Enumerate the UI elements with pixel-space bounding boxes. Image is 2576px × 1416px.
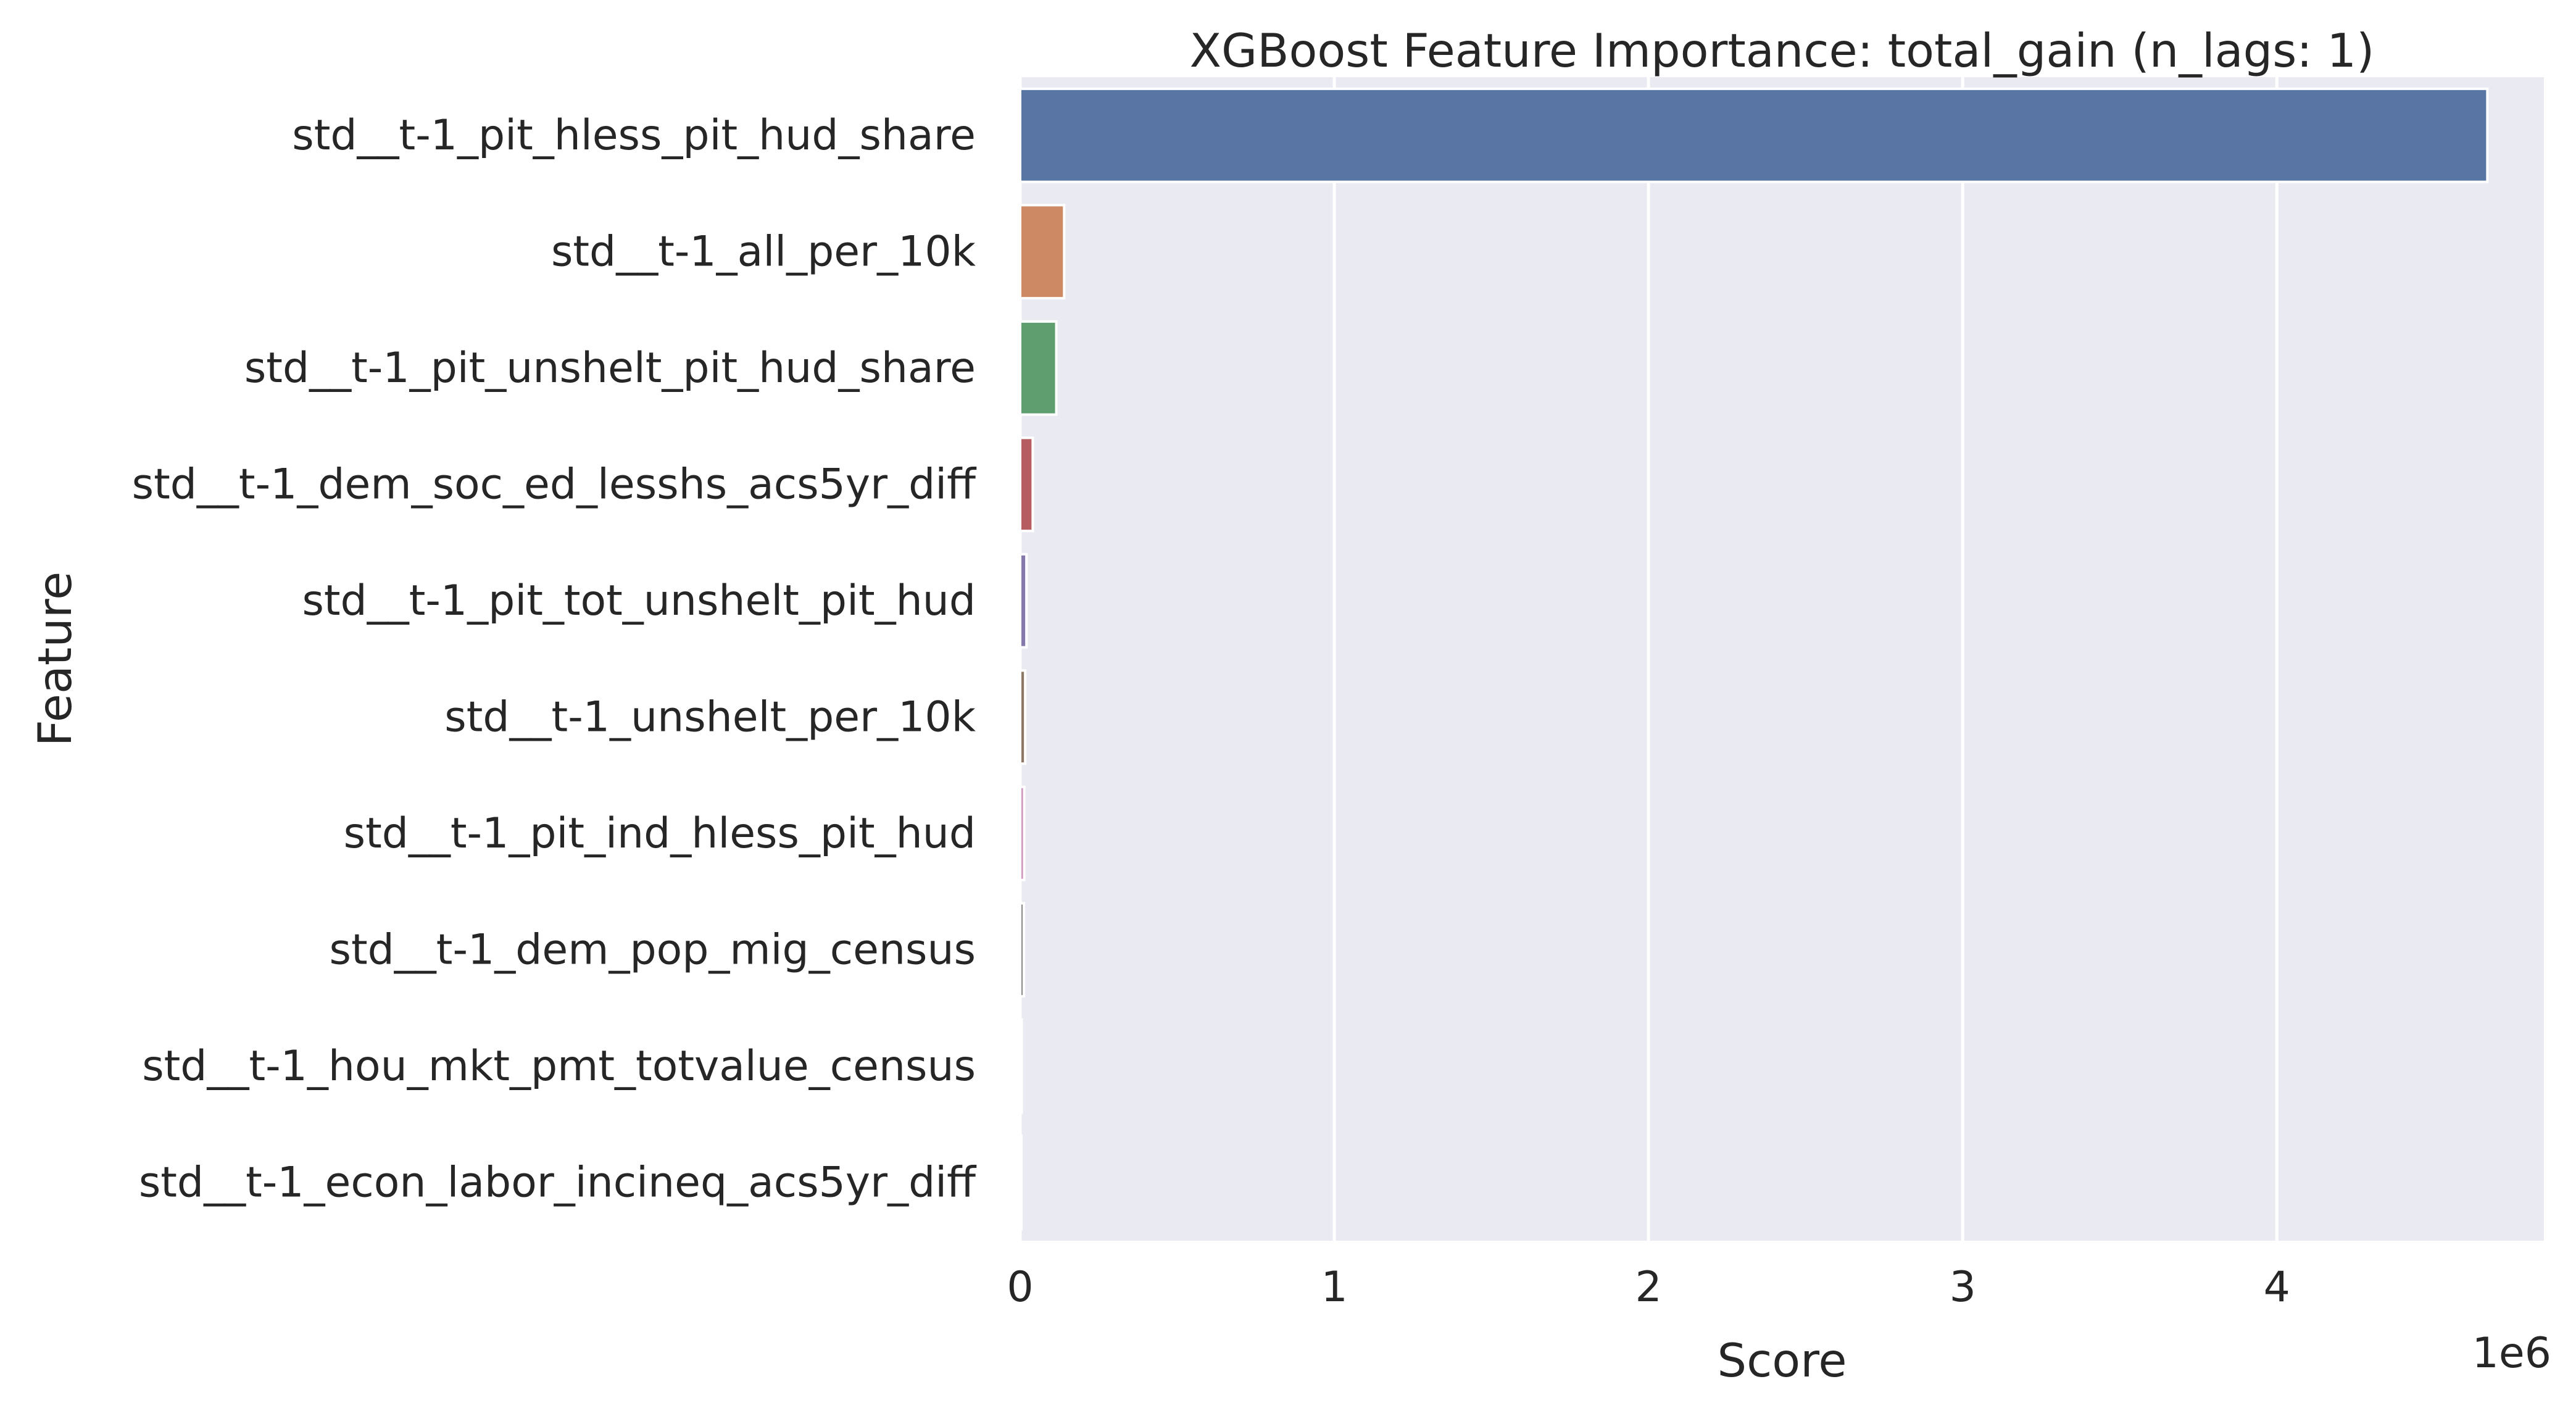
bar (1019, 669, 1027, 765)
plot-area (1020, 77, 2544, 1241)
y-tick-label: std__t-1_hou_mkt_pmt_totvalue_census (142, 1042, 976, 1091)
x-tick-label: 4 (2264, 1263, 2290, 1312)
bar (1019, 320, 1058, 416)
x-axis-label: Score (1717, 1333, 1847, 1388)
y-tick-label: std__t-1_unshelt_per_10k (444, 693, 976, 741)
y-tick-labels: std__t-1_pit_hless_pit_hud_share std__t-1… (132, 111, 977, 1207)
x-tick-label: 2 (1635, 1263, 1662, 1312)
bar (1019, 902, 1026, 998)
y-tick-label: std__t-1_pit_hless_pit_hud_share (292, 111, 976, 160)
x-tick-labels: 0 1 2 3 4 (1007, 1263, 2290, 1312)
x-tick-label: 0 (1007, 1263, 1033, 1312)
y-tick-label: std__t-1_pit_ind_hless_pit_hud (344, 809, 976, 858)
x-tick-label: 3 (1950, 1263, 1976, 1312)
y-tick-label: std__t-1_dem_pop_mig_census (330, 925, 976, 974)
bar (1019, 785, 1026, 881)
y-axis-label: Feature (28, 572, 82, 746)
y-tick-label: std__t-1_all_per_10k (551, 227, 976, 276)
bar (1019, 436, 1034, 533)
y-tick-label: std__t-1_pit_unshelt_pit_hud_share (244, 344, 976, 393)
chart-title: XGBoost Feature Importance: total_gain (… (1190, 23, 2375, 78)
bar (1019, 1135, 1023, 1231)
bar (1019, 87, 2489, 183)
bars (1019, 87, 2489, 1231)
y-tick-label: std__t-1_econ_labor_incineq_acs5yr_diff (139, 1158, 977, 1207)
x-tick-label: 1 (1321, 1263, 1347, 1312)
x-axis-offset-label: 1e6 (2472, 1329, 2551, 1378)
bar (1019, 204, 1066, 300)
bar (1019, 552, 1028, 649)
bar (1019, 1018, 1023, 1114)
y-tick-label: std__t-1_dem_soc_ed_lesshs_acs5yr_diff (132, 460, 977, 509)
y-tick-label: std__t-1_pit_tot_unshelt_pit_hud (302, 577, 976, 625)
